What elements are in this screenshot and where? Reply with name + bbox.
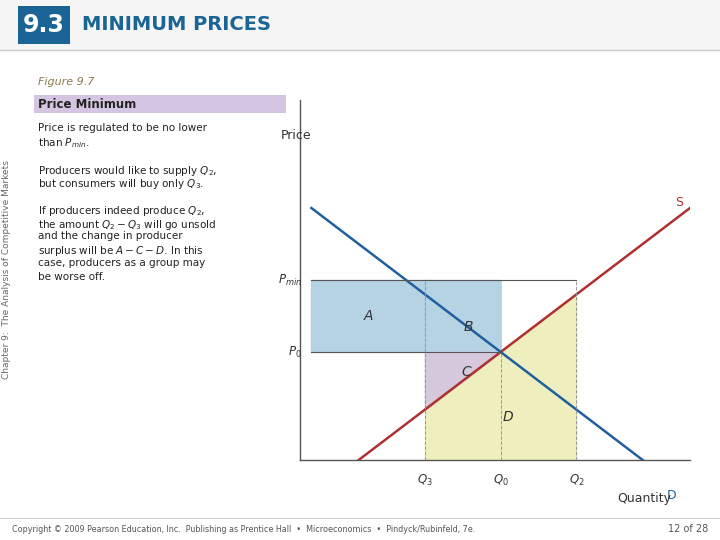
Text: 9.3: 9.3	[23, 13, 65, 37]
Text: but consumers will buy only $Q_3$.: but consumers will buy only $Q_3$.	[38, 177, 204, 191]
Text: than $P_{min}$.: than $P_{min}$.	[38, 137, 89, 150]
Text: $P_{min}$: $P_{min}$	[278, 273, 302, 287]
Text: $Q_0$: $Q_0$	[492, 472, 508, 488]
Text: case, producers as a group may: case, producers as a group may	[38, 258, 205, 268]
Text: $C$: $C$	[461, 365, 472, 379]
Bar	[34, 95, 286, 113]
Text: S: S	[675, 197, 683, 210]
Text: the amount $Q_2 - Q_3$ will go unsold: the amount $Q_2 - Q_3$ will go unsold	[38, 218, 216, 232]
Bar	[18, 6, 70, 44]
Text: $B$: $B$	[463, 320, 474, 334]
Text: and the change in producer: and the change in producer	[38, 231, 183, 241]
Text: 12 of 28: 12 of 28	[667, 524, 708, 534]
Text: D: D	[666, 489, 676, 502]
Text: If producers indeed produce $Q_2$,: If producers indeed produce $Q_2$,	[38, 204, 205, 218]
Text: $A$: $A$	[363, 309, 374, 323]
Text: $Q_3$: $Q_3$	[417, 472, 433, 488]
Text: Price: Price	[281, 129, 312, 142]
Text: MINIMUM PRICES: MINIMUM PRICES	[82, 16, 271, 35]
Text: Price Minimum: Price Minimum	[38, 98, 136, 111]
Text: Price is regulated to be no lower: Price is regulated to be no lower	[38, 123, 207, 133]
Text: Chapter 9:  The Analysis of Competitive Markets: Chapter 9: The Analysis of Competitive M…	[2, 160, 12, 380]
Text: be worse off.: be worse off.	[38, 272, 105, 281]
Text: Figure 9.7: Figure 9.7	[38, 77, 94, 87]
Text: surplus will be $A - C - D$. In this: surplus will be $A - C - D$. In this	[38, 245, 204, 259]
Text: Copyright © 2009 Pearson Education, Inc.  Publishing as Prentice Hall  •  Microe: Copyright © 2009 Pearson Education, Inc.…	[12, 524, 475, 534]
Text: Quantity: Quantity	[618, 492, 672, 505]
Text: $P_0$: $P_0$	[288, 345, 302, 360]
Text: $D$: $D$	[503, 410, 514, 424]
Bar	[0, 0, 720, 50]
Text: Producers would like to supply $Q_2$,: Producers would like to supply $Q_2$,	[38, 164, 217, 178]
Text: $Q_2$: $Q_2$	[569, 472, 584, 488]
